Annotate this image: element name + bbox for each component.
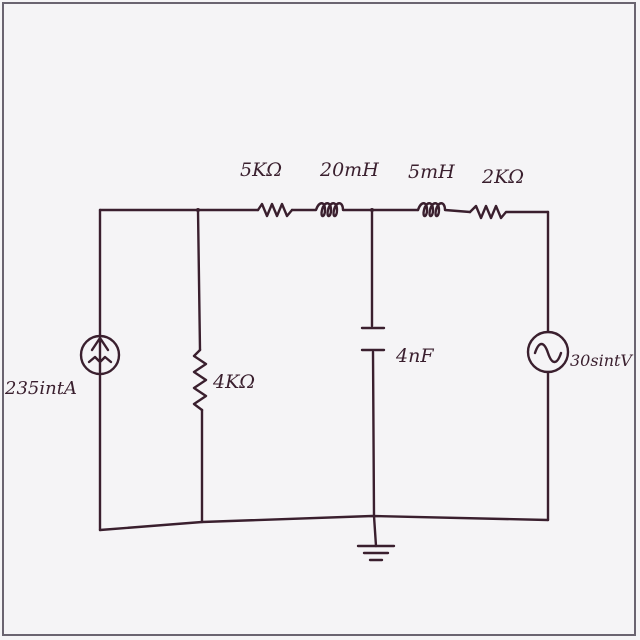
wire-4k-top bbox=[196, 208, 202, 352]
wire-cap-bottom bbox=[371, 350, 378, 548]
label-20mh: 20mH bbox=[319, 159, 379, 181]
resistor-2k bbox=[468, 204, 550, 220]
node-dot-middle bbox=[370, 208, 374, 212]
label-voltage-source: 30sintV bbox=[570, 351, 633, 370]
current-arrow-icon bbox=[87, 336, 113, 374]
label-2k: 2KΩ bbox=[481, 166, 524, 188]
resistor-4k bbox=[192, 348, 208, 412]
label-current-source: 235intA bbox=[4, 378, 77, 399]
label-5k: 5KΩ bbox=[240, 159, 282, 181]
wire-bottom bbox=[98, 514, 550, 532]
inductor-5mh bbox=[416, 202, 472, 218]
label-4nf: 4nF bbox=[395, 345, 434, 367]
node-dot-left bbox=[196, 208, 200, 212]
label-4k: 4KΩ bbox=[212, 371, 255, 393]
sine-icon bbox=[533, 342, 563, 364]
ground-icon bbox=[356, 544, 396, 562]
capacitor-4nf bbox=[360, 326, 386, 352]
resistor-5k bbox=[256, 202, 294, 218]
inductor-20mh bbox=[290, 202, 374, 218]
label-5mh: 5mH bbox=[408, 161, 455, 183]
